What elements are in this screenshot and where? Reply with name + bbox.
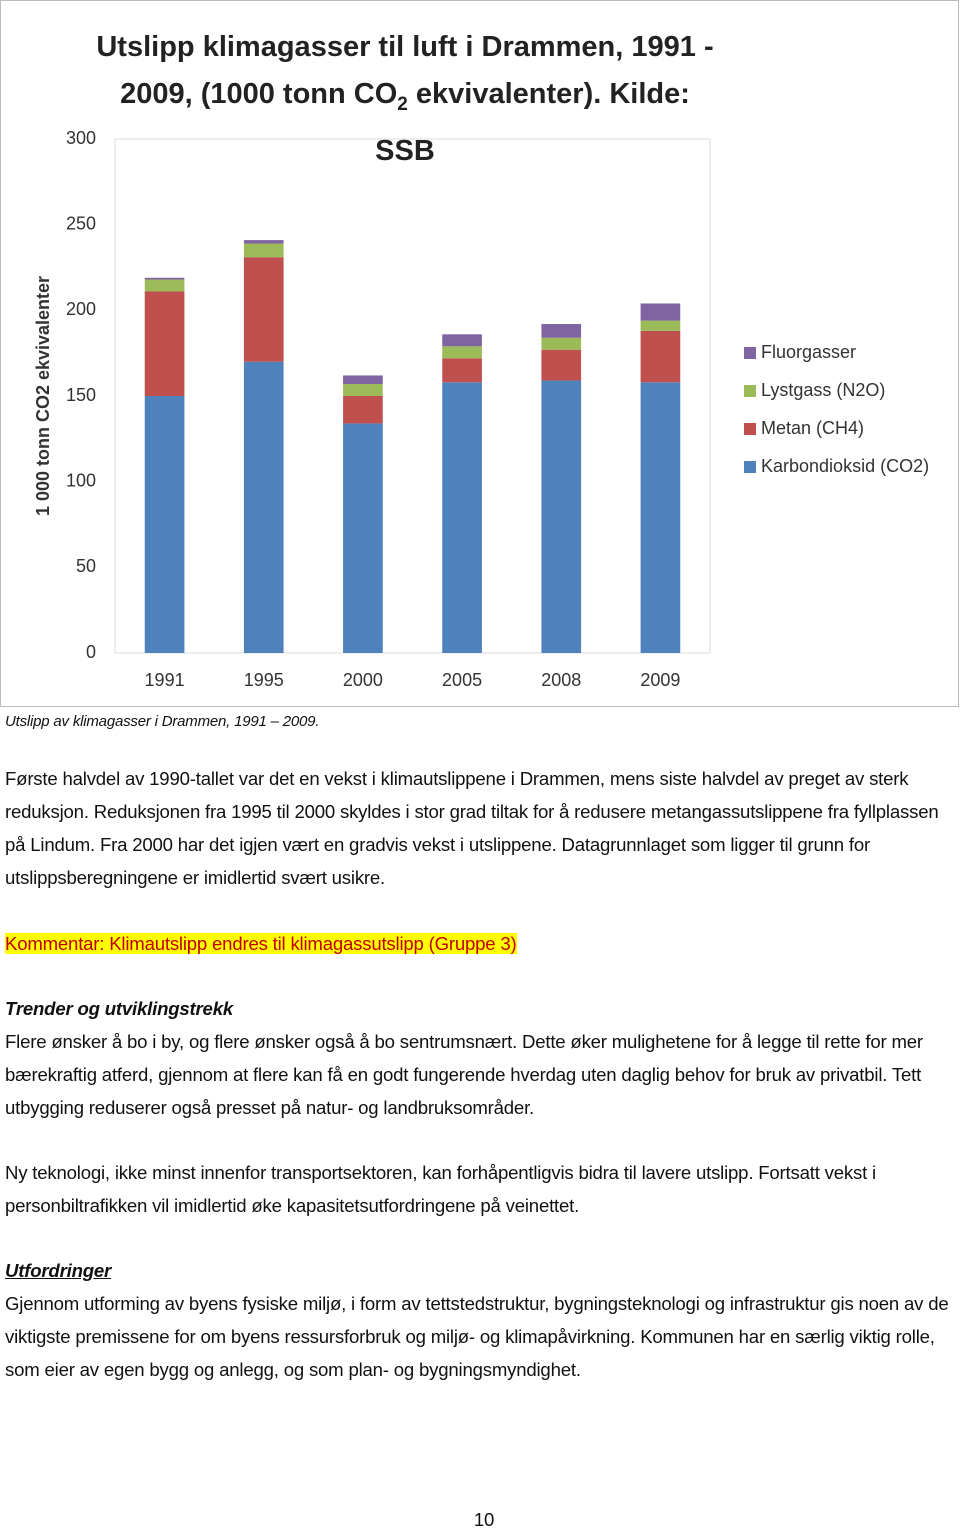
paragraph: Flere ønsker å bo i by, og flere ønsker … xyxy=(5,1031,923,1118)
x-tick-label: 2005 xyxy=(442,670,482,690)
x-tick-label: 1991 xyxy=(145,670,185,690)
comment: Kommentar: Klimautslipp endres til klima… xyxy=(5,933,517,954)
caption: Utslipp av klimagasser i Drammen, 1991 –… xyxy=(5,713,320,730)
bar-segment xyxy=(541,324,582,338)
paragraph: Første halvdel av 1990-tallet var det en… xyxy=(5,768,939,888)
legend-label: Lystgass (N2O) xyxy=(761,380,885,400)
legend-swatch xyxy=(744,385,756,397)
plot-area xyxy=(114,138,711,654)
bar-segment xyxy=(640,320,681,331)
title-subscript: 2 xyxy=(397,93,408,115)
legend-swatch xyxy=(744,423,756,435)
chart-title: Utslipp klimagasser til luft i Drammen, … xyxy=(95,24,715,175)
legend-label: Metan (CH4) xyxy=(761,418,864,438)
bar-segment xyxy=(243,240,284,244)
bar-segment xyxy=(343,375,383,385)
bar-segment xyxy=(144,291,185,396)
title-part: ekvivalenter). Kilde: SSB xyxy=(375,78,690,167)
legend-label: Karbondioksid (CO2) xyxy=(761,456,929,476)
bar-segment xyxy=(343,396,383,424)
x-tick-label: 2000 xyxy=(343,670,383,690)
bar-segment xyxy=(442,334,482,347)
bar-segment xyxy=(541,337,582,350)
page-number: 10 xyxy=(473,1509,495,1529)
bar-segment xyxy=(541,380,582,653)
bar-segment xyxy=(343,384,383,396)
comment-block: Kommentar: Klimautslipp endres til klima… xyxy=(5,927,960,960)
x-tick-label: 1995 xyxy=(244,670,284,690)
bar-segment xyxy=(640,303,681,321)
bar-segment xyxy=(144,396,185,653)
title-part: Utslipp klimagasser til luft i Drammen, … xyxy=(96,31,714,110)
y-tick-label: 200 xyxy=(66,299,96,319)
bar-segment xyxy=(442,346,482,359)
bar-segment xyxy=(343,423,383,653)
bar-segment xyxy=(442,358,482,383)
bar-segment xyxy=(243,243,284,258)
bar-segment xyxy=(243,257,284,362)
heading: Trender og utviklingstrekk xyxy=(5,998,233,1019)
y-tick-label: 0 xyxy=(86,642,96,662)
x-tick-label: 2009 xyxy=(640,670,680,690)
y-tick-label: 150 xyxy=(66,385,96,405)
bar-segment xyxy=(442,382,482,653)
legend-label: Fluorgasser xyxy=(761,342,856,362)
bar-segment xyxy=(640,382,681,653)
bar-segment xyxy=(144,279,185,292)
y-axis-title: 1 000 tonn CO2 ekvivalenter xyxy=(33,276,53,516)
bar-segment xyxy=(243,361,284,653)
chart: 1 000 tonn CO2 ekvivalenter 0 50 100 150 200… xyxy=(0,0,959,707)
bar-segment xyxy=(640,330,681,383)
legend-swatch xyxy=(744,347,756,359)
y-tick-label: 250 xyxy=(66,213,96,233)
paragraph: Gjennom utforming av byens fysiske miljø… xyxy=(5,1293,949,1380)
bar-segment xyxy=(541,349,582,381)
x-tick-label: 2008 xyxy=(541,670,581,690)
y-tick-label: 50 xyxy=(76,556,96,576)
paragraph: Ny teknologi, ikke minst innenfor transp… xyxy=(5,1162,876,1216)
y-tick-label: 300 xyxy=(66,128,96,148)
bar-segment xyxy=(144,277,185,280)
y-tick-label: 100 xyxy=(66,470,96,490)
heading-text: Utfordringer xyxy=(5,1260,112,1281)
heading: Utfordringer xyxy=(5,1254,960,1287)
legend-swatch xyxy=(744,461,756,473)
